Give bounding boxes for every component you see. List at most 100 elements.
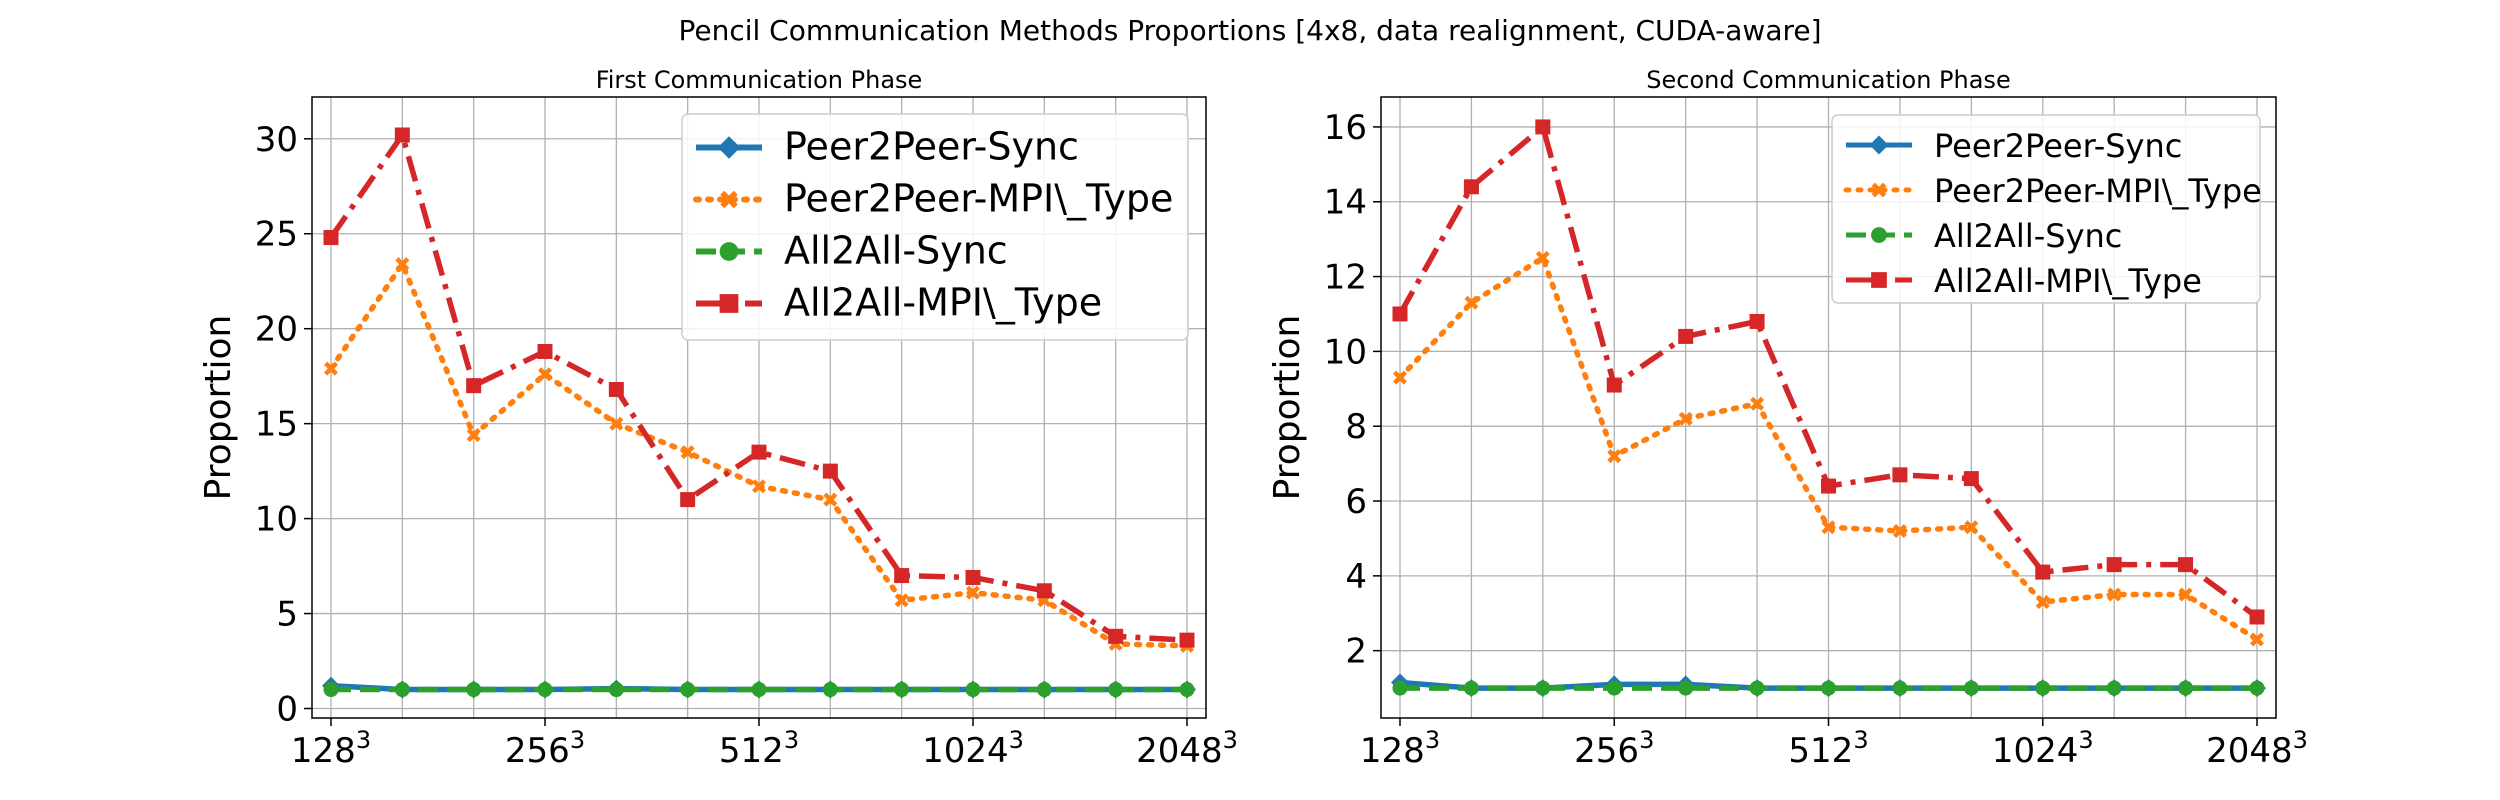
series-all2all-sync bbox=[1392, 680, 2265, 696]
legend-label: All2All-Sync bbox=[1934, 217, 2122, 255]
data-point bbox=[680, 492, 696, 508]
data-point bbox=[2178, 587, 2193, 602]
data-point bbox=[323, 230, 339, 246]
legend-label: All2All-MPI\_Type bbox=[784, 281, 1102, 325]
data-point bbox=[2107, 587, 2122, 602]
data-point bbox=[537, 682, 553, 698]
y-axis-label: Proportion bbox=[198, 315, 239, 501]
legend-marker bbox=[720, 190, 738, 209]
data-point bbox=[1535, 119, 1551, 135]
data-point bbox=[2249, 680, 2265, 696]
data-point bbox=[538, 367, 552, 382]
y-tick-label: 5 bbox=[276, 595, 298, 635]
data-point bbox=[1393, 370, 1407, 385]
data-point bbox=[395, 257, 410, 272]
data-point bbox=[965, 682, 981, 698]
data-point bbox=[1607, 449, 1622, 464]
legend-label: Peer2Peer-MPI\_Type bbox=[784, 177, 1173, 221]
data-point bbox=[680, 445, 695, 460]
data-point bbox=[608, 682, 624, 698]
data-point bbox=[894, 682, 910, 698]
data-point bbox=[822, 463, 838, 479]
data-point bbox=[1108, 682, 1124, 698]
second-phase-panel: Second Communication Phase 2 4 6 8 10 12 14 16 12… bbox=[1267, 66, 2308, 771]
legend-marker bbox=[717, 136, 741, 159]
first-phase-panel: First Communication Phase 0 5 10 15 20 25 30 128… bbox=[198, 66, 1238, 771]
legend-marker bbox=[1871, 182, 1887, 198]
data-point bbox=[1821, 478, 1836, 494]
y-tick-label: 25 bbox=[255, 215, 298, 255]
legend: Peer2Peer-Sync Peer2Peer-MPI\_Type All2All… bbox=[681, 113, 1189, 341]
y-tick-label: 30 bbox=[255, 120, 298, 160]
series-all2all-sync bbox=[323, 682, 1195, 698]
data-point bbox=[1179, 682, 1195, 698]
x-tick-label: 1283 bbox=[1360, 726, 1440, 771]
panel-title: First Communication Phase bbox=[596, 66, 923, 94]
data-point bbox=[751, 444, 767, 460]
x-tick-label: 1283 bbox=[291, 726, 371, 771]
data-point bbox=[609, 416, 624, 431]
x-tick-label: 2563 bbox=[1574, 726, 1654, 771]
legend: Peer2Peer-Sync Peer2Peer-MPI\_Type All2All… bbox=[1831, 114, 2262, 304]
legend-marker bbox=[719, 242, 739, 261]
data-point bbox=[1963, 680, 1979, 696]
data-point bbox=[608, 381, 624, 397]
legend-marker bbox=[1871, 227, 1887, 243]
data-point bbox=[1464, 295, 1479, 310]
panel-title: Second Communication Phase bbox=[1646, 66, 2010, 94]
legend-marker bbox=[1871, 272, 1887, 288]
data-point bbox=[1463, 680, 1479, 696]
data-point bbox=[1750, 396, 1765, 411]
y-tick-label: 6 bbox=[1345, 482, 1367, 522]
series-all2all-mpi-type bbox=[323, 127, 1195, 648]
data-point bbox=[1749, 313, 1765, 329]
legend-label: Peer2Peer-Sync bbox=[1934, 127, 2182, 165]
y-tick-label: 14 bbox=[1324, 183, 1367, 223]
data-point bbox=[1892, 523, 1907, 538]
series-all2all-mpi-type bbox=[1392, 119, 2265, 625]
data-point bbox=[1964, 520, 1979, 535]
data-point bbox=[1179, 632, 1195, 648]
y-tick-label: 15 bbox=[255, 405, 298, 445]
data-point bbox=[394, 127, 410, 143]
legend-label: Peer2Peer-MPI\_Type bbox=[1934, 172, 2262, 210]
data-point bbox=[2250, 632, 2264, 647]
x-tick-label: 20483 bbox=[1136, 726, 1238, 771]
y-tick-label: 12 bbox=[1324, 258, 1367, 298]
data-point bbox=[2249, 609, 2265, 625]
data-point bbox=[323, 682, 339, 698]
figure-title: Pencil Communication Methods Proportions… bbox=[678, 14, 1821, 47]
legend-label: All2All-MPI\_Type bbox=[1934, 262, 2202, 300]
data-point bbox=[1678, 680, 1694, 696]
data-point bbox=[1821, 680, 1836, 696]
data-point bbox=[2178, 557, 2194, 573]
data-point bbox=[466, 682, 482, 698]
y-tick-label: 16 bbox=[1324, 108, 1367, 148]
y-tick-label: 0 bbox=[276, 690, 298, 730]
data-point bbox=[1678, 328, 1694, 344]
data-point bbox=[2035, 595, 2050, 610]
data-point bbox=[1892, 467, 1908, 483]
data-point bbox=[965, 569, 981, 585]
data-point bbox=[1535, 250, 1550, 265]
x-tick-label: 10243 bbox=[1992, 726, 2094, 771]
data-point bbox=[1392, 680, 1408, 696]
y-axis-label: Proportion bbox=[1267, 315, 1308, 501]
data-point bbox=[823, 492, 838, 507]
data-point bbox=[1463, 179, 1479, 195]
x-tick-label: 10243 bbox=[922, 726, 1024, 771]
data-point bbox=[966, 585, 980, 600]
data-point bbox=[394, 682, 410, 698]
data-point bbox=[1036, 682, 1052, 698]
data-point bbox=[894, 568, 910, 584]
x-tick-label: 5123 bbox=[719, 726, 799, 771]
data-point bbox=[752, 479, 766, 494]
data-point bbox=[324, 361, 338, 376]
data-point bbox=[1535, 680, 1551, 696]
y-tick-label: 10 bbox=[1324, 332, 1367, 372]
data-point bbox=[1963, 471, 1979, 487]
data-point bbox=[1392, 306, 1408, 322]
y-tick-label: 10 bbox=[255, 500, 298, 540]
data-point bbox=[1606, 377, 1622, 393]
